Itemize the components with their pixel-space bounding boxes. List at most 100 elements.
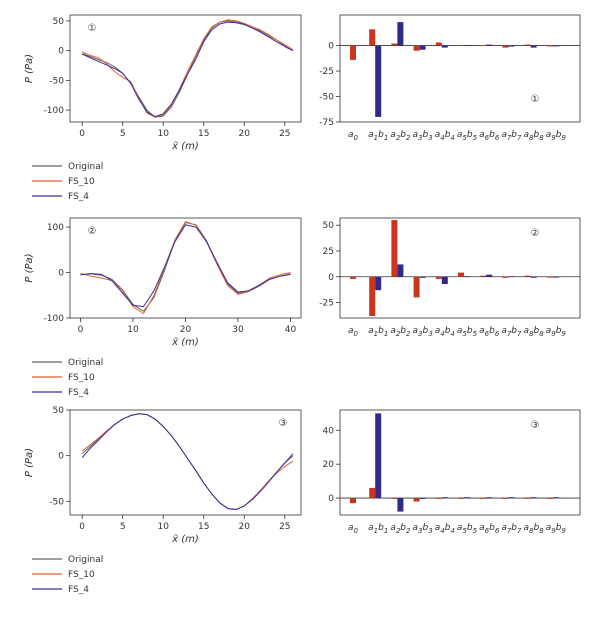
plot-frame [339,409,581,516]
y-tick-label: -50 [319,93,334,103]
bar-a-a9b9 [546,276,553,278]
bar-a-a7b7 [502,498,509,499]
panel-number-badge: ③ [279,418,288,429]
bar-a-a5b5 [458,272,464,277]
bar-a-a9b9 [546,498,553,499]
series-line-original [82,20,294,118]
panel-number-badge: ② [88,226,97,237]
bar-a-a6b6 [480,498,487,499]
y-tick-label: -50 [49,497,64,507]
x-tick-label: a4b4 [435,523,455,535]
x-tick-label: 20 [239,129,251,139]
bar-b-a4b4 [441,497,448,498]
y-tick-label: 100 [47,223,64,233]
y-tick-label: 0 [328,42,334,52]
bar-b-a2b2 [397,264,404,277]
bar-b-a2b2 [397,498,404,512]
x-tick-label: 25 [279,522,290,532]
bar-a-a4b4 [435,498,442,499]
bar-b-a1b1 [375,276,382,291]
bar-a-a8b8 [524,498,531,499]
x-tick-label: 40 [285,325,297,335]
x-tick-label: a2b2 [390,523,411,535]
bar-b-a9b9 [552,45,559,47]
x-tick-label: 10 [157,129,169,139]
plot-frame [339,217,581,319]
series-line-original [80,222,291,312]
legend-entry: FS_10 [68,177,95,187]
x-tick-label: a6b6 [479,523,500,535]
bar-b-a2b2 [397,22,404,46]
bar-a-a1b1 [369,276,376,316]
bar-b-a6b6 [486,44,493,46]
x-tick-label: 10 [157,522,169,532]
y-tick-label: -100 [44,314,65,324]
plot-frame [69,409,302,516]
bar-a-a7b7 [502,45,509,48]
x-tick-label: a3b3 [413,326,433,338]
y-axis-label: P (Pa) [24,253,35,282]
line-1-panel: 0 5 10 15 20 25 50 0 -50 -100 x̃ (m) P (Pa) ① Origina… [24,14,302,202]
bar-a-a6b6 [480,275,487,277]
bar-a-a3b3 [413,276,420,298]
bar-a-a0 [350,45,356,60]
bar-b-a3b3 [419,276,426,278]
x-axis-label: x̃ (m) [171,336,199,348]
x-tick-label: a6b6 [479,130,500,142]
bar-b-a7b7 [508,45,515,47]
bar-a-a2b2 [391,498,398,499]
y-tick-label: -25 [319,299,334,309]
legend-entry: Original [68,162,103,172]
x-axis-label: x̃ (m) [171,533,199,545]
bar-b-a1b1 [375,45,382,117]
x-tick-label: a1b1 [368,326,388,338]
y-tick-label: 0 [58,452,64,462]
bar-a-a8b8 [524,275,531,277]
y-tick-label: 0 [328,273,334,283]
bar-a-a8b8 [524,44,531,46]
y-axis-label: P (Pa) [24,448,35,477]
bar-b-a3b3 [419,498,426,499]
legend-entry: Original [68,358,103,368]
x-tick-label: a3b3 [413,130,433,142]
bar-a-a3b3 [413,45,420,51]
panel-number-badge: ② [531,228,540,239]
y-tick-label: 20 [323,460,335,470]
x-tick-label: a0 [348,130,359,142]
x-tick-label: a5b5 [457,130,478,142]
legend-entry: Original [68,555,103,565]
x-tick-label: a9b9 [546,523,567,535]
x-tick-label: a2b2 [390,326,411,338]
bar-b-a4b4 [441,276,448,284]
legend-entry: FS_10 [68,373,95,383]
x-tick-label: a0 [348,523,359,535]
series-line-fs-10 [80,221,291,314]
x-tick-label: a5b5 [457,523,478,535]
bar-1-panel: 0 -25 -50 -75 a0 a1b1 a2b2 a3b3 a4b4 a5b5 a6b6 a7b7… [319,14,581,142]
bar-b-a1b1 [375,413,382,499]
bar-a-a1b1 [369,29,376,46]
panel-number-badge: ① [88,23,97,34]
x-tick-label: 15 [198,522,209,532]
bar-b-a3b3 [419,45,426,50]
x-tick-label: 20 [180,325,192,335]
bar-b-a8b8 [530,497,537,498]
bar-a-a4b4 [435,276,442,279]
x-tick-label: 0 [79,129,85,139]
series-line-original [81,413,294,510]
x-tick-label: 0 [78,325,84,335]
bar-a-a2b2 [391,43,398,46]
bar-b-a9b9 [552,497,559,498]
x-tick-label: a9b9 [546,130,567,142]
x-tick-label: a7b7 [501,326,522,338]
plot-frame [69,217,302,319]
bar-b-a7b7 [508,276,515,277]
bar-a-a0 [350,498,356,504]
y-tick-label: 0 [328,494,334,504]
series-line-fs-10 [82,19,294,118]
bar-3-panel: 40 20 0 a0 a1b1 a2b2 a3b3 a4b4 a5b5 a6b6 a7b7 a8b8 a… [323,409,581,535]
x-tick-label: 0 [79,522,85,532]
bar-b-a8b8 [530,276,537,278]
bar-a-a9b9 [546,45,553,47]
